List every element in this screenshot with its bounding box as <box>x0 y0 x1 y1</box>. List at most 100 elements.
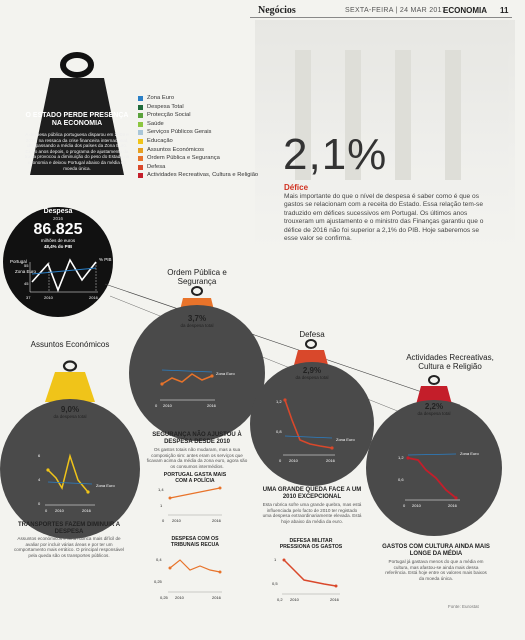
assuntos-x-tick: 0 <box>45 508 48 513</box>
assuntos-weight-icon <box>45 360 95 402</box>
ordem-body: Os gastos totais não mudaram, mas a sua … <box>146 447 248 469</box>
cultura-circle <box>366 400 502 536</box>
cultura-y-tick: 0,6 <box>398 477 404 482</box>
mini-militar-y-tick: 1 <box>274 557 277 562</box>
cultura-x-tick: 2016 <box>448 503 457 508</box>
mini-policia-y-tick: 1,4 <box>158 487 164 492</box>
total-x-tick: 2010 <box>44 295 53 300</box>
defesa-x-tick: 2010 <box>289 458 298 463</box>
ordem-pct: 3,7% <box>187 314 207 323</box>
assuntos-zona-label: Zona Euro <box>96 483 115 488</box>
mini-policia-x-tick: 2010 <box>172 518 181 523</box>
page-number: 11 <box>500 6 509 15</box>
mini-militar-y-tick: 0,5 <box>272 581 278 586</box>
legend-label: Despesa Total <box>147 103 184 110</box>
mini-policia-x-tick: 0 <box>162 518 165 523</box>
legend-swatch-icon <box>138 147 143 153</box>
legend-swatch-icon <box>138 121 143 127</box>
ordem-x-tick: 2016 <box>207 403 216 408</box>
mini-tribunais-x-tick: 0,25 <box>160 595 168 600</box>
total-x-tick: 37 <box>26 295 31 300</box>
cultura-y-tick: 1,2 <box>398 455 404 460</box>
mini-policia-x-tick: 2016 <box>212 518 221 523</box>
defesa-y-tick: 1,2 <box>276 399 282 404</box>
header-rule <box>250 17 512 18</box>
assuntos-caption: TRANSPORTES FAZEM DIMINUIR A DESPESA <box>17 522 121 535</box>
assuntos-y-tick: 6 <box>38 453 41 458</box>
ordem-circle <box>129 305 265 441</box>
section-label: ECONOMIA <box>443 6 487 15</box>
cultura-x-tick: 0 <box>403 503 406 508</box>
assuntos-title: Assuntos Económicos <box>30 340 110 349</box>
mini-militar-title: DEFESA MILITAR PRESSIONA OS GASTOS <box>279 538 343 550</box>
mini-militar-x-tick: 0,2 <box>277 597 283 602</box>
ordem-chart <box>160 369 215 401</box>
legend-swatch-icon <box>138 104 143 110</box>
legend-swatch-icon <box>138 113 143 119</box>
weight-icon <box>30 52 124 175</box>
cultura-x-tick: 2010 <box>412 503 421 508</box>
legend-swatch-icon <box>138 164 143 170</box>
ordem-x-tick: 2010 <box>163 403 172 408</box>
total-y-tick: 55 <box>24 263 29 268</box>
defesa-chart <box>283 398 335 456</box>
cultura-pct: 2,2% <box>424 402 444 411</box>
brand-logo: Negócios <box>258 5 296 16</box>
legend-label: Serviços Públicos Gerais <box>147 129 212 136</box>
mini-policia-title: PORTUGAL GASTA MAIS COM A POLÍCIA <box>163 472 227 484</box>
intro-body: A despesa pública portuguesa disparou em… <box>24 132 130 171</box>
cultura-pct-sub: da despesa total <box>417 411 451 416</box>
total-y-tick: 45 <box>24 281 29 286</box>
ordem-title: Ordem Pública e Segurança <box>167 268 227 286</box>
total-pib-label: % PIB <box>99 257 112 262</box>
defesa-pct: 2,9% <box>302 366 322 375</box>
total-zona-label: Zona Euro <box>15 269 37 274</box>
defesa-body: Esta rubrica sofre uma grande quebra, ma… <box>262 502 362 524</box>
mini-tribunais-x-tick: 2010 <box>175 595 184 600</box>
cultura-body: Portugal já gastava menos do que a média… <box>385 559 487 581</box>
defesa-circle <box>250 362 374 486</box>
legend-swatch-icon <box>138 156 143 162</box>
total-value: 86.825 <box>33 221 83 238</box>
assuntos-y-tick: 0 <box>38 501 41 506</box>
legend-label: Zona Euro <box>147 95 175 101</box>
total-circle <box>3 207 113 317</box>
mini-chart-tribunais <box>168 559 222 593</box>
legend-label: Saúde <box>147 120 164 127</box>
mini-tribunais-y-tick: 0,4 <box>156 557 162 562</box>
mini-policia-y-tick: 1 <box>160 503 163 508</box>
total-portugal-label: Portugal <box>10 259 27 264</box>
legend-label: Defesa <box>147 163 166 170</box>
cultura-zona-label: Zona Euro <box>460 451 479 456</box>
total-year: 2016 <box>52 216 63 221</box>
total-x-tick: 2016 <box>89 295 98 300</box>
intro-title: O ESTADO PERDE PRESENÇA NA ECONOMIA <box>25 112 129 127</box>
mini-chart-militar <box>282 558 340 595</box>
legend-swatch-icon <box>138 173 143 179</box>
assuntos-body: Assuntos económicos é uma rubrica mais d… <box>13 536 125 558</box>
total-label: Despesa <box>43 208 73 215</box>
defesa-x-tick: 0 <box>279 458 282 463</box>
total-chart <box>29 258 98 293</box>
background-photo <box>255 20 515 250</box>
cultura-title: Actividades Recreativas, Cultura e Relig… <box>406 353 494 371</box>
ordem-x-tick: 0 <box>155 403 158 408</box>
legend-label: Educação <box>147 138 173 144</box>
legend-label: Protecção Social <box>147 112 191 119</box>
ordem-zona-label: Zona Euro <box>216 371 235 376</box>
deficit-value: 2,1% <box>283 130 388 179</box>
assuntos-chart <box>45 453 95 506</box>
assuntos-pct: 9,0% <box>60 405 80 414</box>
cultura-chart <box>405 453 460 501</box>
defesa-zona-label: Zona Euro <box>336 437 355 442</box>
mini-tribunais-title: DESPESA COM OS TRIBUNAIS RECUA <box>170 536 220 548</box>
legend-swatch-icon <box>138 139 143 144</box>
total-share: 48,4% do PIB <box>43 244 73 249</box>
mini-tribunais-y-tick: 0,25 <box>154 579 162 584</box>
deficit-heading: Défice <box>284 183 309 192</box>
cultura-caption: GASTOS COM CULTURA AINDA MAIS LONGE DA M… <box>382 544 490 557</box>
defesa-y-tick: 0,8 <box>276 429 282 434</box>
legend-label: Ordem Pública e Segurança <box>147 155 220 162</box>
